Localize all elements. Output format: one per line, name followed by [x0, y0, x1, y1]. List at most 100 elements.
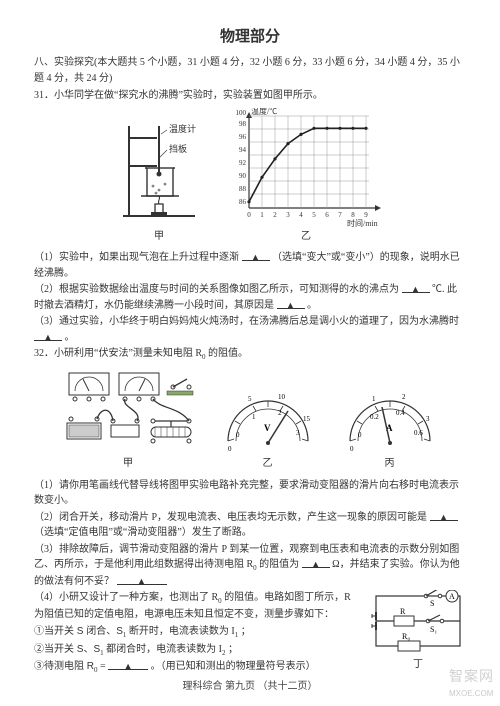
svg-text:A: A — [449, 592, 455, 601]
svg-text:3: 3 — [286, 211, 290, 219]
svg-text:时间/min: 时间/min — [347, 218, 378, 228]
svg-text:0: 0 — [358, 431, 362, 439]
blank: ▲ — [34, 330, 62, 341]
svg-text:挡板: 挡板 — [169, 143, 187, 154]
svg-text:8: 8 — [351, 211, 355, 219]
q32-step3: ③待测电阻 R0 = ▲ 。（用已知和测出的物理量符号表示） — [34, 659, 362, 676]
q32-caption-mid: 乙 — [218, 456, 318, 472]
t: 。（用已知和测出的物理量符号表示） — [151, 661, 316, 672]
q31-p2: （2）根据实验数据绘出温度与时间的关系图像如图乙所示，可知测得的水的沸点为 ▲ … — [34, 282, 466, 313]
svg-text:V: V — [264, 423, 271, 433]
q31-chart: 8688 9092 9496 98100 01 23 45 67 89 温度/℃… — [221, 108, 391, 245]
svg-text:4: 4 — [299, 211, 303, 219]
q31-p2c: 。 — [307, 300, 317, 311]
page-title: 物理部分 — [34, 26, 466, 49]
t: 都闭合时，电流表读数为 I — [106, 644, 222, 655]
blank: ▲ — [277, 298, 305, 309]
sub: 0 — [218, 597, 222, 605]
svg-text:温度计: 温度计 — [169, 123, 196, 134]
section-header: 八、实验探究(本大题共 5 个小题，31 小题 4 分，32 小题 6 分，33… — [34, 55, 466, 86]
q31-figures: 温度计 挡板 甲 — [34, 108, 466, 245]
svg-text:0: 0 — [236, 431, 240, 439]
q31-p1: （1）实验中，如果出现气泡在上升过程中逐渐 ▲ （选填“变大”或“变小”）的现象… — [34, 250, 466, 281]
blank: ▲ — [402, 282, 430, 293]
q32-p3: （3）排除故障后，调节滑动变阻器的滑片 P 到某一位置，观察到电压表和电流表的示… — [34, 542, 466, 590]
t: （2）闭合开关，移动滑片 P，发现电流表、电压表均无示数，产生这一现象的原因可能… — [34, 512, 427, 523]
q32-stem: 32．小研利用“伏安法”测量未知电阻 R0 的阻值。 — [34, 346, 466, 363]
svg-text:温度/℃: 温度/℃ — [251, 108, 277, 116]
blank: ▲ — [117, 574, 167, 585]
t: ①当开关 S 闭合、S — [34, 626, 123, 637]
svg-text:7: 7 — [338, 211, 342, 219]
t: （选填“定值电阻”或“滑动变阻器”）发生了断路。 — [34, 527, 252, 538]
t: = — [100, 661, 106, 672]
svg-text:86: 86 — [239, 198, 247, 206]
wm-text: 智案网 — [449, 668, 494, 684]
q32-circuit: 甲 — [61, 367, 196, 472]
q32-ammeter: 0 1 2 3 0 0.2 0.4 0.6 A 丙 — [340, 381, 440, 472]
q32-figures: 甲 0 5 10 15 0 1 2 3 V — [34, 367, 466, 472]
svg-text:0: 0 — [228, 445, 232, 453]
q32-caption-right: 丙 — [340, 456, 440, 472]
svg-text:94: 94 — [239, 146, 247, 154]
q32-p4: （4）小研又设计了一种方案，也测出了 R0 的阻值。电路如图丁所示，R 为阻值已… — [34, 590, 362, 622]
q31-p3a: （3）通过实验，小华终于明白妈妈炖火炖汤时，在汤沸腾后总是调小火的道理了，因为水… — [34, 316, 459, 327]
t: ③待测电阻 R — [34, 661, 94, 672]
svg-text:5: 5 — [248, 395, 252, 403]
svg-text:2: 2 — [278, 409, 282, 417]
t: ②当开关 S、S — [34, 644, 100, 655]
q32-p2: （2）闭合开关，移动滑片 P，发现电流表、电压表均无示数，产生这一现象的原因可能… — [34, 510, 466, 541]
q31-caption-left: 甲 — [109, 229, 209, 245]
q32-caption-left: 甲 — [61, 456, 196, 472]
t: ； — [228, 644, 238, 655]
q31-apparatus: 温度计 挡板 甲 — [109, 116, 209, 245]
svg-text:15: 15 — [303, 415, 311, 423]
svg-text:0: 0 — [350, 445, 354, 453]
blank: ▲ — [302, 557, 330, 568]
svg-text:S: S — [430, 599, 434, 608]
q32-step2: ②当开关 S、S1 都闭合时，电流表读数为 I2 ； — [34, 642, 362, 659]
svg-text:0: 0 — [247, 211, 251, 219]
t: ； — [241, 626, 251, 637]
svg-text:98: 98 — [239, 120, 247, 128]
t: 的阻值为 — [259, 559, 299, 570]
svg-text:100: 100 — [236, 109, 247, 117]
q32-stem-b: 的阻值。 — [206, 348, 249, 359]
svg-text:2: 2 — [273, 211, 277, 219]
q32-voltmeter: 0 5 10 15 0 1 2 3 V 乙 — [218, 381, 318, 472]
svg-text:0.2: 0.2 — [370, 413, 379, 421]
svg-text:5: 5 — [312, 211, 316, 219]
svg-text:S₁: S₁ — [430, 625, 437, 634]
q32-p1: （1）请你用笔画线代替导线将图甲实验电路补充完整，要求滑动变阻器的滑片向右移时电… — [34, 478, 466, 509]
page-footer: 理科综合 第九页 （共十二页） — [0, 679, 500, 695]
svg-text:1: 1 — [260, 211, 264, 219]
svg-text:10: 10 — [278, 393, 286, 401]
svg-text:3: 3 — [296, 429, 300, 437]
svg-text:9: 9 — [364, 211, 368, 219]
watermark: 智案网 MXOE.COM — [449, 666, 494, 700]
svg-text:R: R — [400, 607, 406, 616]
t: 断开时，电流表读数为 I — [129, 626, 235, 637]
blank: ▲ — [108, 659, 148, 670]
wm-sub: MXOE.COM — [449, 688, 494, 700]
q31-p3: （3）通过实验，小华终于明白妈妈炖火炖汤时，在汤沸腾后总是调小火的道理了，因为水… — [34, 314, 466, 345]
q32-step1: ①当开关 S 闭合、S1 断开时，电流表读数为 I1 ； — [34, 624, 362, 641]
svg-text:88: 88 — [239, 185, 247, 193]
t: （4）小研又设计了一种方案，也测出了 R — [34, 592, 218, 603]
q32-circuit-ding: S A R₀ R S₁ 丁 — [370, 590, 466, 673]
svg-text:92: 92 — [239, 159, 247, 167]
svg-text:R₀: R₀ — [402, 632, 410, 641]
sub: 0 — [94, 666, 98, 674]
svg-text:2: 2 — [402, 393, 406, 401]
blank: ▲ — [430, 510, 458, 521]
q31-p3b: 。 — [65, 332, 75, 343]
svg-text:1: 1 — [252, 413, 256, 421]
svg-text:6: 6 — [325, 211, 329, 219]
svg-text:1: 1 — [372, 395, 376, 403]
svg-text:3: 3 — [426, 415, 430, 423]
q32-stem-a: 32．小研利用“伏安法”测量未知电阻 R — [34, 348, 202, 359]
q31-p1a: （1）实验中，如果出现气泡在上升过程中逐渐 — [34, 252, 239, 263]
sub: 0 — [253, 564, 257, 572]
blank: ▲ — [242, 250, 270, 261]
svg-text:90: 90 — [239, 172, 247, 180]
